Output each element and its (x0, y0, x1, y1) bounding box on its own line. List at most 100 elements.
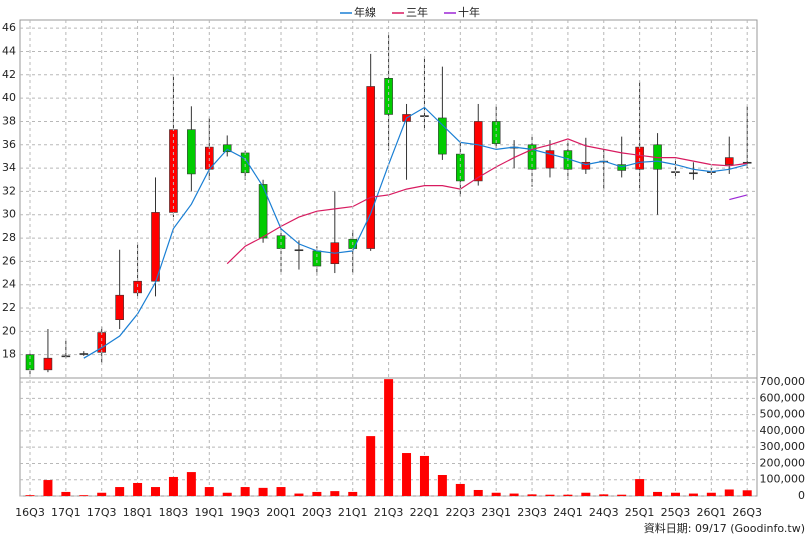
y-tick-label: 32 (2, 184, 16, 197)
ma-line (226, 138, 748, 265)
volume-bar (366, 436, 376, 496)
x-tick-label: 26Q3 (732, 506, 762, 519)
volume-bar (563, 494, 573, 496)
candle-body (545, 150, 555, 169)
volume-bar (79, 495, 89, 496)
legend-label: 十年 (458, 5, 480, 19)
candle-body (294, 249, 304, 252)
y-tick-label: 42 (2, 68, 16, 81)
y-tick-label: 22 (2, 301, 16, 314)
candle-body (115, 294, 124, 320)
y-tick-label: 20 (2, 324, 16, 337)
legend-label: 三年 (406, 5, 428, 19)
x-tick-label: 22Q3 (445, 506, 475, 519)
volume-bar (61, 491, 71, 496)
y-tick-label: 600,000 (760, 391, 806, 404)
x-tick-label: 25Q3 (661, 506, 691, 519)
candle-body (491, 121, 501, 144)
x-tick-label: 17Q3 (87, 506, 117, 519)
ma-line (729, 194, 748, 201)
candle-body (43, 357, 53, 371)
y-tick-label: 24 (2, 278, 16, 291)
y-tick-label: 26 (2, 254, 16, 267)
volume-bar (706, 492, 716, 496)
footnote: 資料日期: 09/17 (Goodinfo.tw) (644, 521, 805, 535)
volume-bar (258, 487, 268, 496)
volume-bar (133, 482, 143, 496)
x-tick-label: 22Q1 (410, 506, 440, 519)
candle-body (151, 212, 160, 282)
x-tick-label: 19Q1 (194, 506, 224, 519)
volume-bar (25, 495, 35, 496)
y-tick-label: 100,000 (760, 473, 806, 486)
volume-bar (43, 480, 53, 496)
y-tick-label: 400,000 (760, 424, 806, 437)
volume-bar (437, 475, 447, 496)
candle-body (79, 353, 89, 355)
volume-bar (455, 483, 465, 496)
volume-bar (240, 487, 250, 496)
volume-bar (419, 455, 429, 496)
volume-bar (635, 479, 645, 496)
candle-body (724, 157, 734, 165)
y-tick-label: 500,000 (760, 408, 806, 421)
x-tick-label: 20Q1 (266, 506, 296, 519)
candle-body (222, 144, 232, 153)
volume-bar (473, 489, 483, 496)
x-tick-label: 16Q3 (15, 506, 45, 519)
volume-bar (186, 472, 196, 496)
candle-body (384, 78, 393, 115)
volume-bar (222, 492, 232, 496)
x-tick-label: 24Q1 (553, 506, 583, 519)
y-tick-label: 38 (2, 114, 16, 127)
x-tick-label: 21Q3 (374, 506, 404, 519)
x-tick-label: 21Q1 (338, 506, 368, 519)
volume-bar (402, 453, 412, 496)
volume-bar (688, 493, 698, 496)
x-tick-label: 23Q1 (481, 506, 511, 519)
volume-bar (384, 379, 394, 496)
volume-bar (509, 493, 519, 496)
y-tick-label: 18 (2, 348, 16, 361)
y-tick-label: 200,000 (760, 456, 806, 469)
volume-bar (276, 487, 286, 496)
y-tick-label: 34 (2, 161, 16, 174)
y-tick-label: 36 (2, 138, 16, 151)
x-tick-label: 17Q1 (51, 506, 81, 519)
y-tick-label: 28 (2, 231, 16, 244)
volume-bar (653, 491, 663, 496)
y-tick-label: 46 (2, 21, 16, 34)
volume-bar (151, 487, 161, 496)
volume-bar (599, 494, 609, 496)
volume-bar (330, 491, 340, 496)
x-tick-label: 25Q1 (625, 506, 655, 519)
candle-body (366, 86, 375, 249)
volume-bar (294, 493, 304, 496)
volume-bar (491, 492, 501, 496)
volume-bar (724, 489, 734, 496)
y-tick-label: 44 (2, 44, 16, 57)
candle-body (689, 172, 698, 175)
candle-body (312, 250, 322, 267)
volume-bar (348, 491, 358, 496)
volume-bar (670, 492, 680, 496)
volume-bar (115, 487, 125, 496)
y-tick-label: 700,000 (760, 375, 806, 388)
candle-body (742, 161, 752, 164)
volume-bar (617, 494, 627, 496)
y-tick-label: 30 (2, 208, 16, 221)
candle-body (527, 144, 537, 170)
x-tick-label: 24Q3 (589, 506, 619, 519)
volume-bar (168, 476, 178, 496)
volume-bar (312, 491, 322, 496)
volume-bar (204, 487, 214, 496)
volume-bar (545, 494, 555, 496)
candle-body (438, 117, 447, 155)
y-tick-label: 300,000 (760, 440, 806, 453)
candle-body (187, 129, 196, 175)
x-tick-label: 26Q1 (697, 506, 727, 519)
x-tick-label: 19Q3 (230, 506, 260, 519)
volume-bar (742, 490, 752, 496)
y-tick-label: 0 (798, 489, 805, 502)
